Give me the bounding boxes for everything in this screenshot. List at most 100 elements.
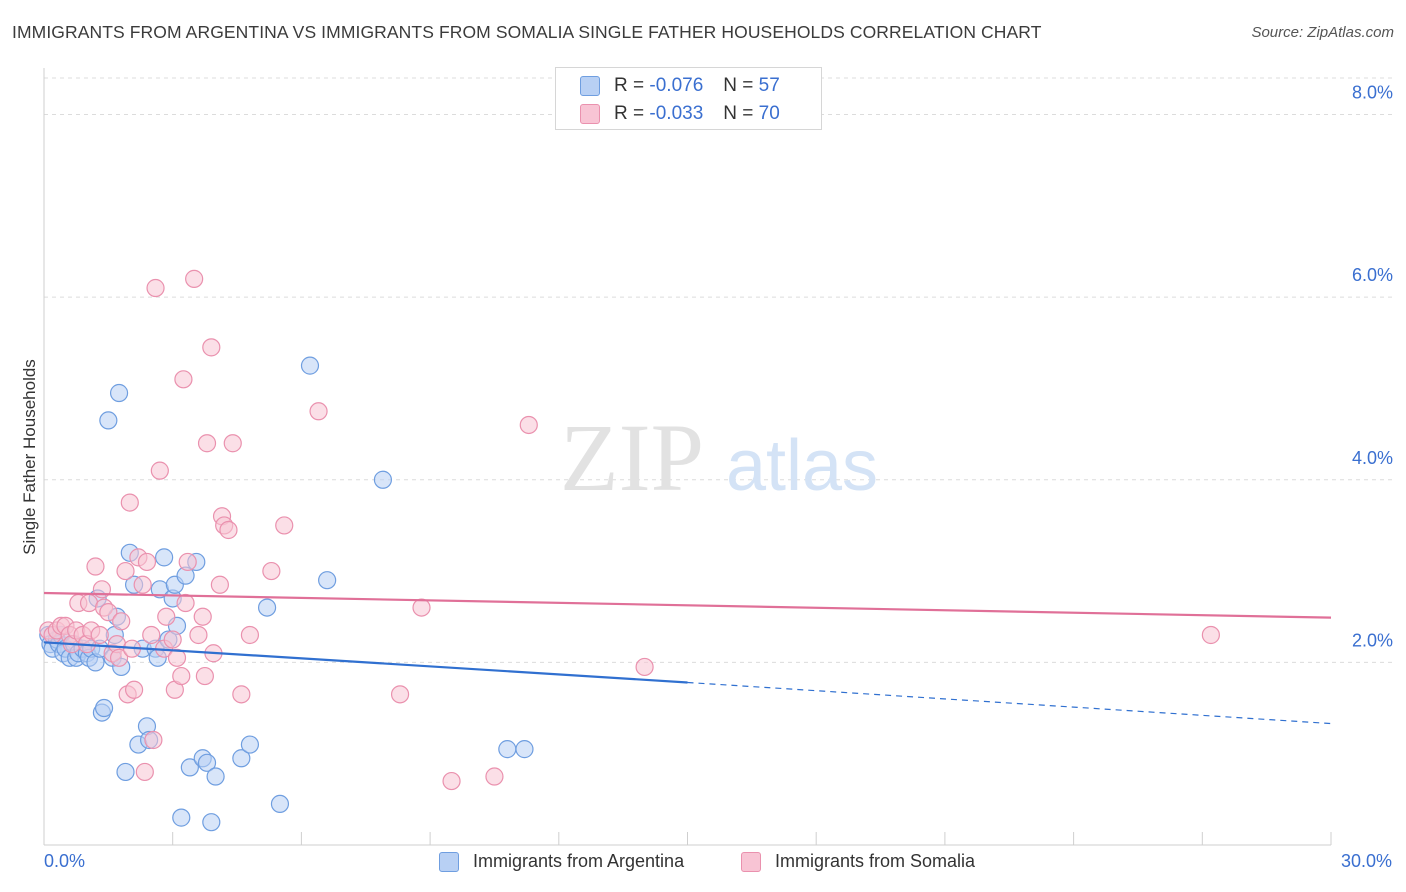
- somalia-point: [146, 278, 165, 298]
- argentina-point: [116, 762, 135, 782]
- somalia-point: [189, 625, 208, 645]
- argentina-point: [240, 735, 260, 754]
- argentina-point: [180, 758, 199, 777]
- somalia-point: [519, 415, 538, 435]
- somalia-point: [86, 557, 105, 576]
- somalia-point: [635, 657, 654, 677]
- legend-swatch-argentina: [439, 851, 459, 872]
- argentina-swatch: [580, 76, 600, 96]
- argentina-point: [94, 698, 114, 718]
- somalia-point: [176, 593, 195, 613]
- somalia-point: [485, 767, 504, 786]
- r-label: R =: [614, 103, 645, 124]
- argentina-point: [99, 411, 118, 430]
- somalia-point: [144, 730, 163, 750]
- r-value: -0.033: [649, 103, 704, 124]
- somalia-point: [197, 434, 217, 453]
- legend-swatch-somalia: [741, 851, 761, 872]
- watermark-atlas: atlas: [726, 426, 878, 506]
- legend-item-argentina[interactable]: Immigrants from Argentina: [439, 851, 684, 872]
- y-tick-label: 4.0%: [1352, 448, 1393, 468]
- argentina-point: [172, 808, 191, 827]
- somalia-point: [210, 575, 229, 594]
- trend-line-argentina: [43, 641, 688, 684]
- somalia-point: [172, 666, 191, 686]
- somalia-point: [120, 493, 139, 512]
- x-tick-label-min: 0.0%: [44, 851, 86, 871]
- somalia-point: [90, 625, 109, 645]
- somalia-point: [163, 630, 182, 649]
- source-label: Source: ZipAtlas.com: [1251, 24, 1394, 41]
- argentina-point: [373, 470, 393, 489]
- bottom-legend: Immigrants from Argentina Immigrants fro…: [0, 851, 1406, 879]
- watermark-zip: ZIP: [560, 404, 704, 511]
- somalia-point: [240, 625, 260, 645]
- r-value: -0.076: [649, 75, 704, 96]
- somalia-point: [167, 648, 187, 667]
- argentina-point: [515, 740, 534, 759]
- somalia-point: [412, 598, 431, 617]
- somalia-point: [275, 516, 294, 535]
- somalia-point: [133, 575, 152, 594]
- argentina-point: [232, 749, 251, 768]
- somalia-point: [193, 607, 212, 626]
- somalia-point: [137, 552, 157, 572]
- somalia-point: [390, 685, 410, 704]
- n-value: 57: [758, 75, 780, 96]
- argentina-point: [257, 598, 277, 617]
- somalia-point: [195, 666, 214, 686]
- somalia-point: [232, 685, 251, 704]
- argentina-point: [197, 753, 217, 772]
- somalia-point: [99, 603, 118, 622]
- legend-item-somalia[interactable]: Immigrants from Somalia: [741, 851, 975, 872]
- argentina-point: [202, 813, 221, 832]
- somalia-point: [219, 520, 238, 540]
- axes: [43, 68, 1332, 846]
- somalia-point: [116, 561, 135, 581]
- trend-line-argentina-projection: [687, 681, 1332, 725]
- legend-label-argentina: Immigrants from Argentina: [473, 851, 685, 871]
- grid-lines: [44, 77, 1393, 663]
- trend-lines: [43, 591, 1332, 725]
- correlation-row-argentina: R = -0.076 N = 57: [580, 73, 780, 99]
- argentina-point: [300, 356, 320, 375]
- legend-label-somalia: Immigrants from Somalia: [775, 851, 976, 871]
- trend-line-somalia: [43, 591, 1332, 619]
- somalia-point: [262, 561, 281, 581]
- somalia-point: [79, 593, 99, 613]
- somalia-point: [142, 625, 161, 645]
- somalia-point: [309, 402, 328, 421]
- n-label: N =: [723, 75, 754, 96]
- n-label: N =: [723, 103, 754, 124]
- somalia-point: [185, 269, 204, 288]
- somalia-point: [442, 771, 461, 791]
- correlation-row-somalia: R = -0.033 N = 70: [580, 101, 780, 127]
- somalia-point: [124, 680, 144, 699]
- correlation-legend: R = -0.076 N = 57 R = -0.033 N = 70: [555, 67, 822, 130]
- series-somalia-points: [39, 269, 1220, 791]
- y-tick-label: 8.0%: [1352, 83, 1393, 103]
- somalia-point: [178, 552, 197, 572]
- chart-title: IMMIGRANTS FROM ARGENTINA VS IMMIGRANTS …: [12, 22, 1042, 42]
- somalia-point: [135, 762, 154, 782]
- y-tick-label: 2.0%: [1352, 630, 1393, 650]
- argentina-point: [109, 383, 129, 403]
- somalia-swatch: [580, 104, 600, 124]
- y-tick-label: 6.0%: [1352, 265, 1393, 285]
- r-label: R =: [614, 75, 645, 96]
- somalia-point: [1201, 625, 1220, 645]
- somalia-point: [202, 338, 221, 357]
- argentina-point: [318, 571, 337, 590]
- argentina-point: [155, 548, 174, 567]
- x-tick-label-max: 30.0%: [1340, 851, 1392, 871]
- n-value: 70: [758, 103, 780, 124]
- argentina-point: [206, 767, 225, 786]
- somalia-point: [112, 612, 131, 631]
- somalia-point: [157, 607, 176, 626]
- argentina-point: [498, 740, 517, 759]
- somalia-point: [223, 434, 242, 453]
- somalia-point: [150, 461, 169, 480]
- somalia-point: [174, 370, 193, 389]
- somalia-point: [109, 648, 129, 667]
